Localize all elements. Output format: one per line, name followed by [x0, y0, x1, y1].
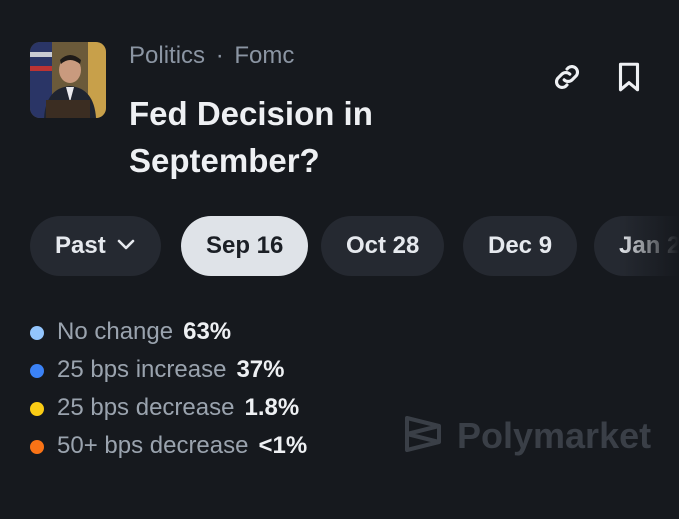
dropdown-chevron	[117, 239, 135, 250]
separator: ·	[215, 42, 224, 69]
tab-label: Dec 9	[488, 232, 553, 259]
date-tab[interactable]: Dec 9	[463, 216, 578, 276]
outcome-percent: 1.8%	[244, 394, 300, 421]
date-tab[interactable]: Sep 16	[181, 216, 309, 276]
outcome-dot	[30, 402, 44, 416]
subcategory[interactable]: Fomc	[234, 42, 295, 69]
watermark-logo	[405, 416, 441, 452]
outcome-label: 25 bps decrease	[57, 394, 235, 421]
outcome-row: 50+ bps decrease <1%	[30, 427, 307, 465]
tab-label: Oct 28	[346, 232, 420, 259]
market-title: Fed Decision in September?	[129, 95, 373, 179]
outcome-dot	[30, 326, 44, 340]
outcome-dot	[30, 364, 44, 378]
outcome-row: 25 bps decrease 1.8%	[30, 389, 299, 427]
watermark-text: Polymarket	[457, 415, 652, 456]
outcome-percent: 63%	[183, 318, 232, 345]
date-tab[interactable]: Oct 28	[321, 216, 445, 276]
outcome-percent: <1%	[258, 432, 308, 459]
link-icon[interactable]	[550, 60, 584, 94]
outcome-percent: 37%	[236, 356, 285, 383]
outcome-label: 50+ bps decrease	[57, 432, 249, 459]
outcome-label: No change	[57, 318, 174, 345]
market-image	[30, 42, 106, 118]
tab-label: Past	[55, 232, 106, 259]
outcome-dot	[30, 440, 44, 454]
tabs-fade	[619, 216, 679, 276]
outcome-label: 25 bps increase	[57, 356, 227, 383]
breadcrumb: Politics · Fomc	[129, 42, 294, 70]
tab-label: Sep 16	[206, 232, 284, 259]
outcome-row: No change 63%	[30, 313, 231, 351]
date-tab[interactable]: Past	[30, 216, 161, 276]
bookmark-icon[interactable]	[614, 60, 644, 94]
category[interactable]: Politics	[129, 42, 206, 69]
outcome-row: 25 bps increase 37%	[30, 351, 285, 389]
watermark: Polymarket	[403, 414, 651, 457]
